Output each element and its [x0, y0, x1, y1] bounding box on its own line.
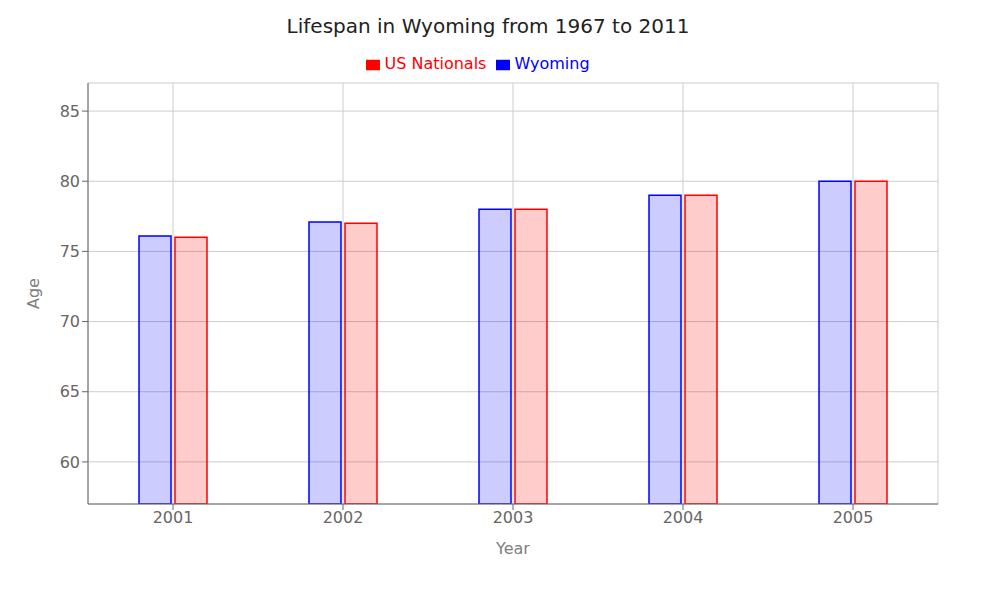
svg-text:65: 65 — [60, 382, 80, 401]
svg-text:2004: 2004 — [663, 508, 704, 527]
svg-text:80: 80 — [60, 172, 80, 191]
svg-text:75: 75 — [60, 242, 80, 261]
svg-text:2001: 2001 — [153, 508, 194, 527]
svg-text:60: 60 — [60, 453, 80, 472]
svg-text:2003: 2003 — [493, 508, 534, 527]
svg-text:70: 70 — [60, 312, 80, 331]
html-text:Lifespan in Wyoming from 1967: Lifespan in Wyoming from 1967 to 2011 — [286, 14, 690, 38]
svg-text:85: 85 — [60, 102, 80, 121]
svg-text:Year: Year — [495, 539, 530, 558]
svg-text:Age: Age — [24, 278, 43, 309]
svg-text:2005: 2005 — [833, 508, 874, 527]
svg-text:2002: 2002 — [323, 508, 364, 527]
html-text:US Nationals: US Nationals — [384, 54, 487, 73]
html-text:Wyoming: Wyoming — [514, 54, 590, 73]
